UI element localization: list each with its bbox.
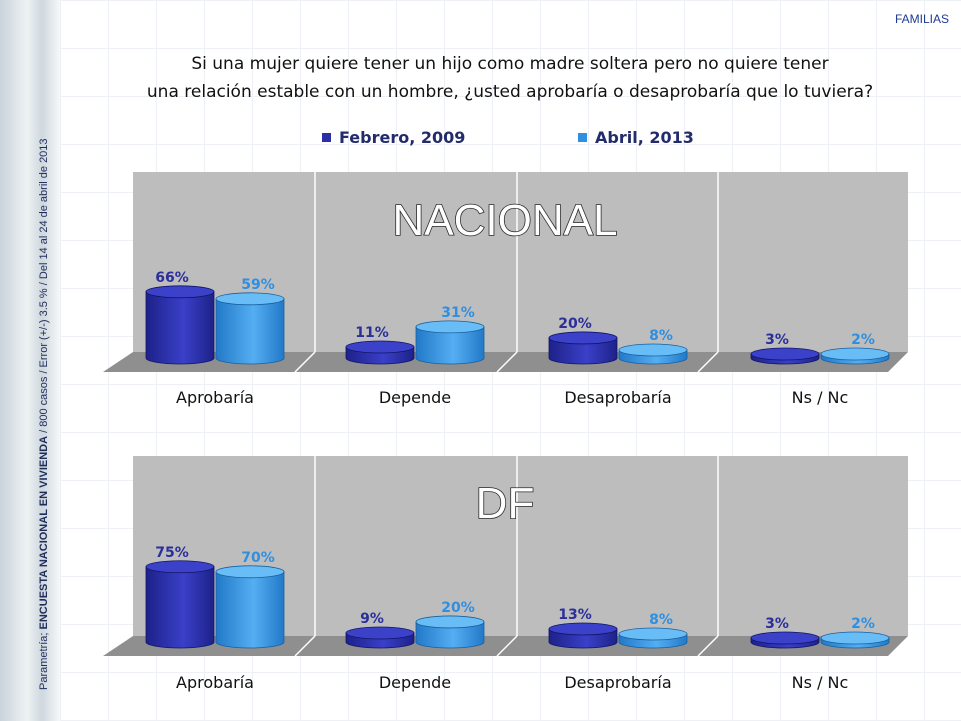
category-label: Aprobaría: [176, 673, 254, 692]
bar-top: [750, 347, 820, 361]
data-label: 66%: [155, 270, 189, 286]
bar-top: [145, 285, 215, 299]
data-label: 75%: [155, 545, 189, 561]
data-label: 3%: [765, 616, 789, 632]
category-label: Ns / Nc: [792, 388, 849, 407]
category-label: Aprobaría: [176, 388, 254, 407]
category-label: Ns / Nc: [792, 673, 849, 692]
bar-top: [820, 631, 890, 645]
data-label: 11%: [355, 325, 389, 341]
chart-floor: [103, 352, 908, 372]
question-line-2: una relación estable con un hombre, ¿ust…: [146, 82, 874, 102]
category-label: Depende: [379, 673, 451, 692]
data-label: 8%: [649, 612, 673, 628]
data-label: 2%: [851, 332, 875, 348]
group-separator: [294, 351, 316, 373]
data-label: 13%: [558, 607, 592, 623]
data-label: 9%: [360, 611, 384, 627]
bar-top: [345, 626, 415, 640]
panel-title: DF: [476, 479, 535, 528]
chart-panel: [133, 172, 908, 352]
chart-df: DF 75% 70% Aprobaría 9% 20% Depende 13% 8% Desapr…: [103, 456, 908, 692]
data-label: 70%: [241, 550, 275, 566]
section-tag: FAMILIAS: [894, 12, 949, 26]
category-label: Depende: [379, 388, 451, 407]
category-label: Desaprobaría: [564, 388, 671, 407]
legend-item-series-1: Febrero, 2009: [322, 128, 465, 147]
legend-swatch-series-1: [322, 133, 331, 142]
data-label: 2%: [851, 616, 875, 632]
bar-top: [548, 331, 618, 345]
bar-top: [415, 615, 485, 629]
bar-body: [548, 337, 618, 365]
left-decorative-strip: [0, 0, 60, 721]
bar-body: [215, 571, 285, 649]
bar-body: [415, 621, 485, 649]
chart-panel: [133, 456, 908, 636]
bar-top: [820, 347, 890, 361]
group-separator: [496, 351, 518, 373]
question-line-1: Si una mujer quiere tener un hijo como m…: [191, 54, 829, 74]
bar-top: [548, 622, 618, 636]
data-label: 8%: [649, 328, 673, 344]
bar-top: [215, 565, 285, 579]
chart-nacional: NACIONAL 66% 59% Aprobaría 11% 31% Depende 20% 8…: [103, 172, 908, 407]
bar-top: [750, 631, 820, 645]
bar-body: [415, 326, 485, 365]
bar-top: [345, 340, 415, 354]
bar-top: [215, 292, 285, 306]
legend-label-series-2: Abril, 2013: [595, 128, 694, 147]
legend-swatch-series-2: [578, 133, 587, 142]
bar-body: [145, 566, 215, 649]
chart-floor: [103, 636, 908, 656]
bar-top: [618, 343, 688, 357]
data-label: 59%: [241, 277, 275, 293]
legend-label-series-1: Febrero, 2009: [339, 128, 466, 147]
bar-top: [618, 627, 688, 641]
bar-top: [415, 320, 485, 334]
data-label: 20%: [441, 600, 475, 616]
group-separator: [294, 635, 316, 657]
data-label: 3%: [765, 332, 789, 348]
bar-body: [215, 298, 285, 365]
panel-title: NACIONAL: [393, 196, 618, 245]
legend-item-series-2: Abril, 2013: [578, 128, 694, 147]
chart-legend: Febrero, 2009 Abril, 2013: [0, 128, 961, 152]
group-separator: [496, 635, 518, 657]
question-text: Si una mujer quiere tener un hijo como m…: [100, 50, 920, 106]
data-label: 20%: [558, 316, 592, 332]
category-label: Desaprobaría: [564, 673, 671, 692]
group-separator: [697, 351, 719, 373]
bar-body: [145, 291, 215, 365]
data-label: 31%: [441, 305, 475, 321]
group-separator: [697, 635, 719, 657]
bar-top: [145, 560, 215, 574]
